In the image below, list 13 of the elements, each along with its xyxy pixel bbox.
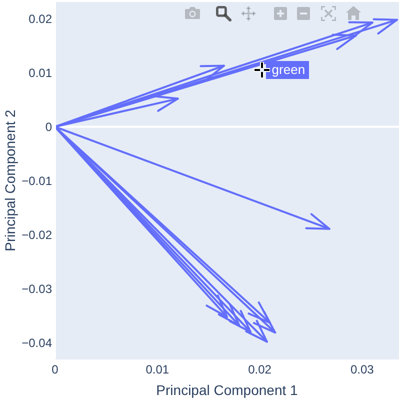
y-tick-label: −0.04: [22, 336, 52, 350]
y-axis-title: Principal Component 2: [2, 109, 18, 252]
y-tick-label: −0.03: [22, 282, 52, 296]
x-tick-label: 0.03: [350, 362, 374, 377]
annotation: green: [266, 60, 310, 78]
x-axis-title: Principal Component 1: [156, 382, 298, 398]
y-tick-label: 0.02: [28, 12, 52, 26]
x-tick-label: 0.02: [248, 362, 272, 377]
y-tick-label: 0.01: [28, 66, 52, 80]
y-tick-label: −0.01: [22, 174, 52, 188]
y-tick-label: −0.02: [22, 228, 52, 242]
x-tick-label: 0.01: [146, 362, 170, 377]
y-tick-label: 0: [45, 120, 52, 134]
